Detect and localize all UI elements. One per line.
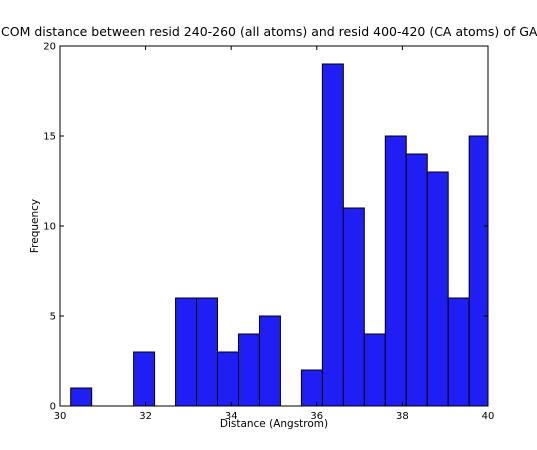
x-tick-label: 34 [225,411,238,422]
histogram-bar-0 [70,387,93,407]
histogram-bar-16 [405,153,428,407]
histogram-bar-15 [384,135,407,407]
histogram-bar-7 [217,351,239,407]
histogram-bar-18 [447,297,470,407]
y-tick-label: 5 [50,312,56,323]
x-tick-label: 38 [396,411,409,422]
histogram-bar-12 [321,63,344,407]
x-tick-label: 40 [482,411,495,422]
histogram-bar-8 [237,333,260,407]
bars-group [70,63,489,407]
y-tick-label: 10 [43,222,56,233]
x-tick-label: 30 [54,411,67,422]
x-axis-label: Distance (Angstrom) [220,418,328,430]
y-tick-label: 20 [43,42,56,53]
histogram-bar-13 [342,207,365,407]
x-tick-label: 32 [139,411,152,422]
histogram-bar-17 [426,171,449,407]
histogram-bar-11 [300,369,323,407]
plot-frame [59,45,489,407]
y-axis-label: Frequency [29,199,41,253]
y-tick-label: 15 [43,132,56,143]
histogram-bar-19 [468,135,489,407]
histogram-bar-5 [175,297,198,407]
chart-title: COM distance between resid 240-260 (all … [1,24,537,39]
histogram-bar-3 [133,351,156,407]
histogram-bar-9 [258,315,281,407]
y-tick-label: 0 [50,402,56,413]
histogram-bar-14 [363,333,386,407]
histogram-bar-6 [196,297,219,407]
x-tick-label: 36 [310,411,323,422]
